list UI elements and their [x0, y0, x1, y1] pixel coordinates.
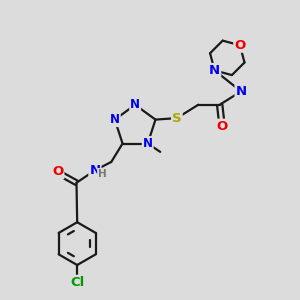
- Text: N: N: [110, 113, 120, 126]
- Text: N: N: [130, 98, 140, 111]
- Text: O: O: [216, 120, 228, 133]
- Text: N: N: [209, 64, 220, 77]
- Text: O: O: [234, 39, 245, 52]
- Text: N: N: [236, 85, 247, 98]
- Text: N: N: [89, 164, 100, 177]
- Text: Cl: Cl: [70, 276, 84, 289]
- Text: O: O: [52, 165, 63, 178]
- Text: N: N: [143, 137, 153, 150]
- Text: S: S: [172, 112, 182, 124]
- Text: H: H: [98, 169, 107, 179]
